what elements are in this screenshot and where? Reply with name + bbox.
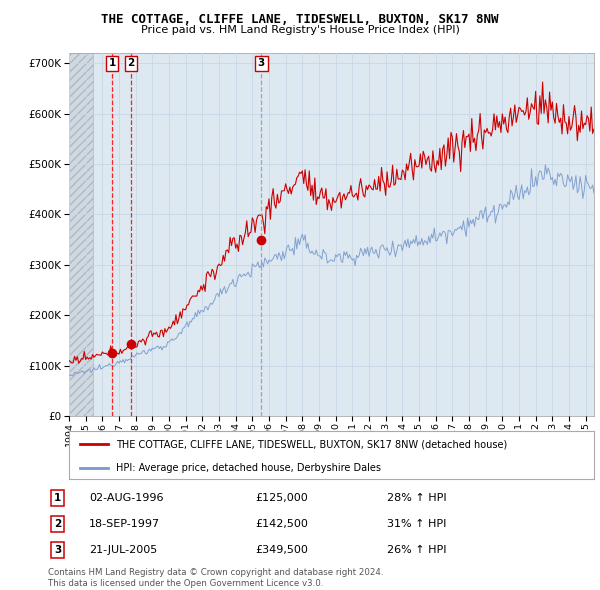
Text: 31% ↑ HPI: 31% ↑ HPI xyxy=(386,519,446,529)
Text: 2: 2 xyxy=(54,519,61,529)
Text: THE COTTAGE, CLIFFE LANE, TIDESWELL, BUXTON, SK17 8NW (detached house): THE COTTAGE, CLIFFE LANE, TIDESWELL, BUX… xyxy=(116,439,508,449)
Text: 21-JUL-2005: 21-JUL-2005 xyxy=(89,545,157,555)
Text: 28% ↑ HPI: 28% ↑ HPI xyxy=(386,493,446,503)
Bar xyxy=(69,53,92,416)
Text: HPI: Average price, detached house, Derbyshire Dales: HPI: Average price, detached house, Derb… xyxy=(116,463,381,473)
Text: £125,000: £125,000 xyxy=(256,493,308,503)
Text: 02-AUG-1996: 02-AUG-1996 xyxy=(89,493,163,503)
Text: 1: 1 xyxy=(109,58,116,68)
Text: THE COTTAGE, CLIFFE LANE, TIDESWELL, BUXTON, SK17 8NW: THE COTTAGE, CLIFFE LANE, TIDESWELL, BUX… xyxy=(101,13,499,26)
Text: 2: 2 xyxy=(127,58,134,68)
Text: 26% ↑ HPI: 26% ↑ HPI xyxy=(386,545,446,555)
Text: £142,500: £142,500 xyxy=(256,519,308,529)
Text: Contains HM Land Registry data © Crown copyright and database right 2024.
This d: Contains HM Land Registry data © Crown c… xyxy=(48,568,383,588)
Text: £349,500: £349,500 xyxy=(256,545,308,555)
Text: Price paid vs. HM Land Registry's House Price Index (HPI): Price paid vs. HM Land Registry's House … xyxy=(140,25,460,35)
Text: 18-SEP-1997: 18-SEP-1997 xyxy=(89,519,160,529)
Text: 3: 3 xyxy=(258,58,265,68)
Text: 1: 1 xyxy=(54,493,61,503)
Text: 3: 3 xyxy=(54,545,61,555)
